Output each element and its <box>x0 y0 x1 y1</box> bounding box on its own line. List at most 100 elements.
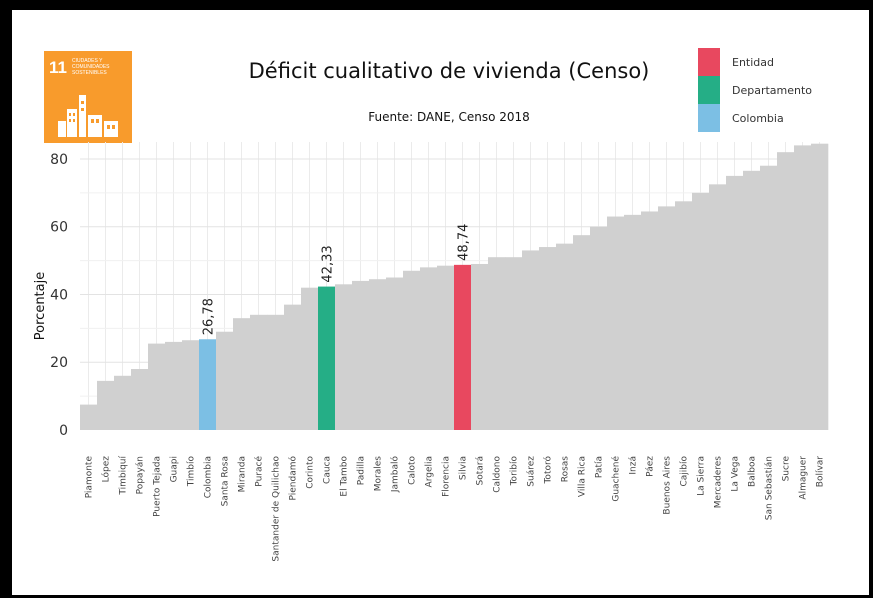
bar-totoro <box>539 247 557 430</box>
bar-silvia <box>454 264 472 430</box>
x-tick-label: Argelia <box>425 456 435 487</box>
bar-morales <box>369 279 387 430</box>
y-tick-label: 60 <box>50 220 68 236</box>
bar-piendamo <box>284 304 302 430</box>
x-tick-label: Puerto Tejada <box>153 456 163 517</box>
ods-number: 11 <box>49 58 67 77</box>
bar-cauca <box>318 286 336 430</box>
x-tick-label: La Sierra <box>697 456 707 496</box>
x-tick-label: López <box>101 456 112 483</box>
chart-subtitle: Fuente: DANE, Censo 2018 <box>368 110 530 124</box>
x-tick-label: Buenos Aires <box>663 456 673 515</box>
bar-guachene <box>607 216 625 430</box>
bar-la-vega <box>726 175 744 430</box>
bar-timbiqui <box>114 375 132 430</box>
bar-buenos-aires <box>658 206 676 430</box>
x-tick-label: Totoró <box>543 456 554 485</box>
bar-puerto-tejada <box>148 343 166 430</box>
x-tick-label: Colombia <box>204 456 214 498</box>
bar-purace <box>250 314 268 430</box>
data-label: 48,74 <box>457 224 472 261</box>
x-tick-label: Jambaló <box>390 456 401 494</box>
bar-argelia <box>420 267 438 430</box>
x-tick-label: Toribío <box>510 456 520 487</box>
x-tick-label: Popayán <box>136 456 146 494</box>
y-tick-label: 40 <box>50 287 68 303</box>
x-tick-label: Miranda <box>238 456 248 492</box>
legend-label: Colombia <box>732 112 784 125</box>
x-tick-label: Sucre <box>782 456 792 482</box>
data-label: 26,78 <box>202 298 217 335</box>
x-tick-label: Cauca <box>323 456 333 484</box>
x-tick-label: Piendamó <box>288 456 299 501</box>
x-tick-label: Mercaderes <box>714 456 724 509</box>
bar-guapi <box>165 341 183 430</box>
ods-text-line-1: CIUDADES Y <box>72 58 103 64</box>
x-tick-label: Patía <box>595 456 605 478</box>
x-tick-label: El Tambo <box>340 456 350 497</box>
bar-sucre <box>777 152 795 430</box>
bar-almaguer <box>794 145 812 430</box>
x-tick-label: Timbiquí <box>119 456 129 496</box>
chart-title: Déficit cualitativo de vivienda (Censo) <box>249 59 650 83</box>
bar-sotara <box>471 263 489 430</box>
x-tick-label: Morales <box>374 456 384 492</box>
bar-corinto <box>301 287 319 430</box>
bar-colombia <box>199 339 217 430</box>
ods-11-badge-icon: 11 CIUDADES Y COMUNIDADES SOSTENIBLES <box>44 51 132 143</box>
x-tick-label: Páez <box>646 456 656 477</box>
legend-label: Departamento <box>732 84 812 97</box>
bar-florencia <box>437 265 455 430</box>
x-tick-label: Inzá <box>629 456 639 475</box>
legend-label: Entidad <box>732 56 774 69</box>
y-tick-label: 20 <box>50 355 68 371</box>
bar-bolivar <box>811 143 829 430</box>
bar-toribio <box>505 257 523 430</box>
bar-lopez <box>97 380 115 430</box>
data-labels: 26,78 42,33 48,74 <box>202 224 472 336</box>
ods-text-line-2: COMUNIDADES <box>72 64 110 70</box>
bar-mercaderes <box>709 184 727 430</box>
bar-timbio <box>182 340 200 430</box>
legend-swatch-departamento <box>698 76 720 104</box>
bar-santa-rosa <box>216 331 234 430</box>
y-tick-label: 80 <box>50 152 68 168</box>
x-tick-label: Florencia <box>442 456 452 497</box>
x-tick-label: Villa Rica <box>578 456 588 497</box>
x-tick-label: Timbío <box>187 456 197 488</box>
x-tick-label: Rosas <box>561 456 571 483</box>
x-tick-label: Santa Rosa <box>221 456 231 506</box>
bar-miranda <box>233 318 251 430</box>
legend-swatch-colombia <box>698 104 720 132</box>
bar-caldono <box>488 257 506 430</box>
bar-paez <box>641 211 659 430</box>
bar-balboa <box>743 170 761 431</box>
x-tick-label: Santander de Quilichao <box>272 456 282 562</box>
bar-suarez <box>522 250 540 430</box>
data-label: 42,33 <box>321 245 336 282</box>
bar-caloto <box>403 270 421 430</box>
x-tick-label: Padilla <box>357 456 367 485</box>
bar-cajibio <box>675 201 693 430</box>
x-tick-label: Sotará <box>476 456 486 485</box>
x-tick-label: Caldono <box>493 456 503 493</box>
x-tick-label: Corinto <box>306 456 316 489</box>
bar-santander-de-quilichao <box>267 314 285 430</box>
x-tick-label: La Vega <box>731 456 741 492</box>
bar-popayan <box>131 369 149 430</box>
y-axis-ticks: 0 20 40 60 80 <box>50 152 68 439</box>
bar-villa-rica <box>573 235 591 430</box>
x-tick-label: Bolívar <box>816 456 826 488</box>
bar-inza <box>624 214 642 430</box>
bar-rosas <box>556 243 574 430</box>
x-tick-label: Caloto <box>408 456 418 485</box>
bar-jambalo <box>386 277 404 430</box>
bar-la-sierra <box>692 192 710 430</box>
legend: Entidad Departamento Colombia <box>698 48 812 132</box>
y-tick-label: 0 <box>59 423 68 439</box>
bar-san-sebastian <box>760 165 778 430</box>
x-tick-label: Suárez <box>527 456 537 487</box>
x-tick-label: Balboa <box>748 456 758 487</box>
ods-text-line-3: SOSTENIBLES <box>72 70 107 76</box>
bar-piamonte <box>80 404 98 430</box>
